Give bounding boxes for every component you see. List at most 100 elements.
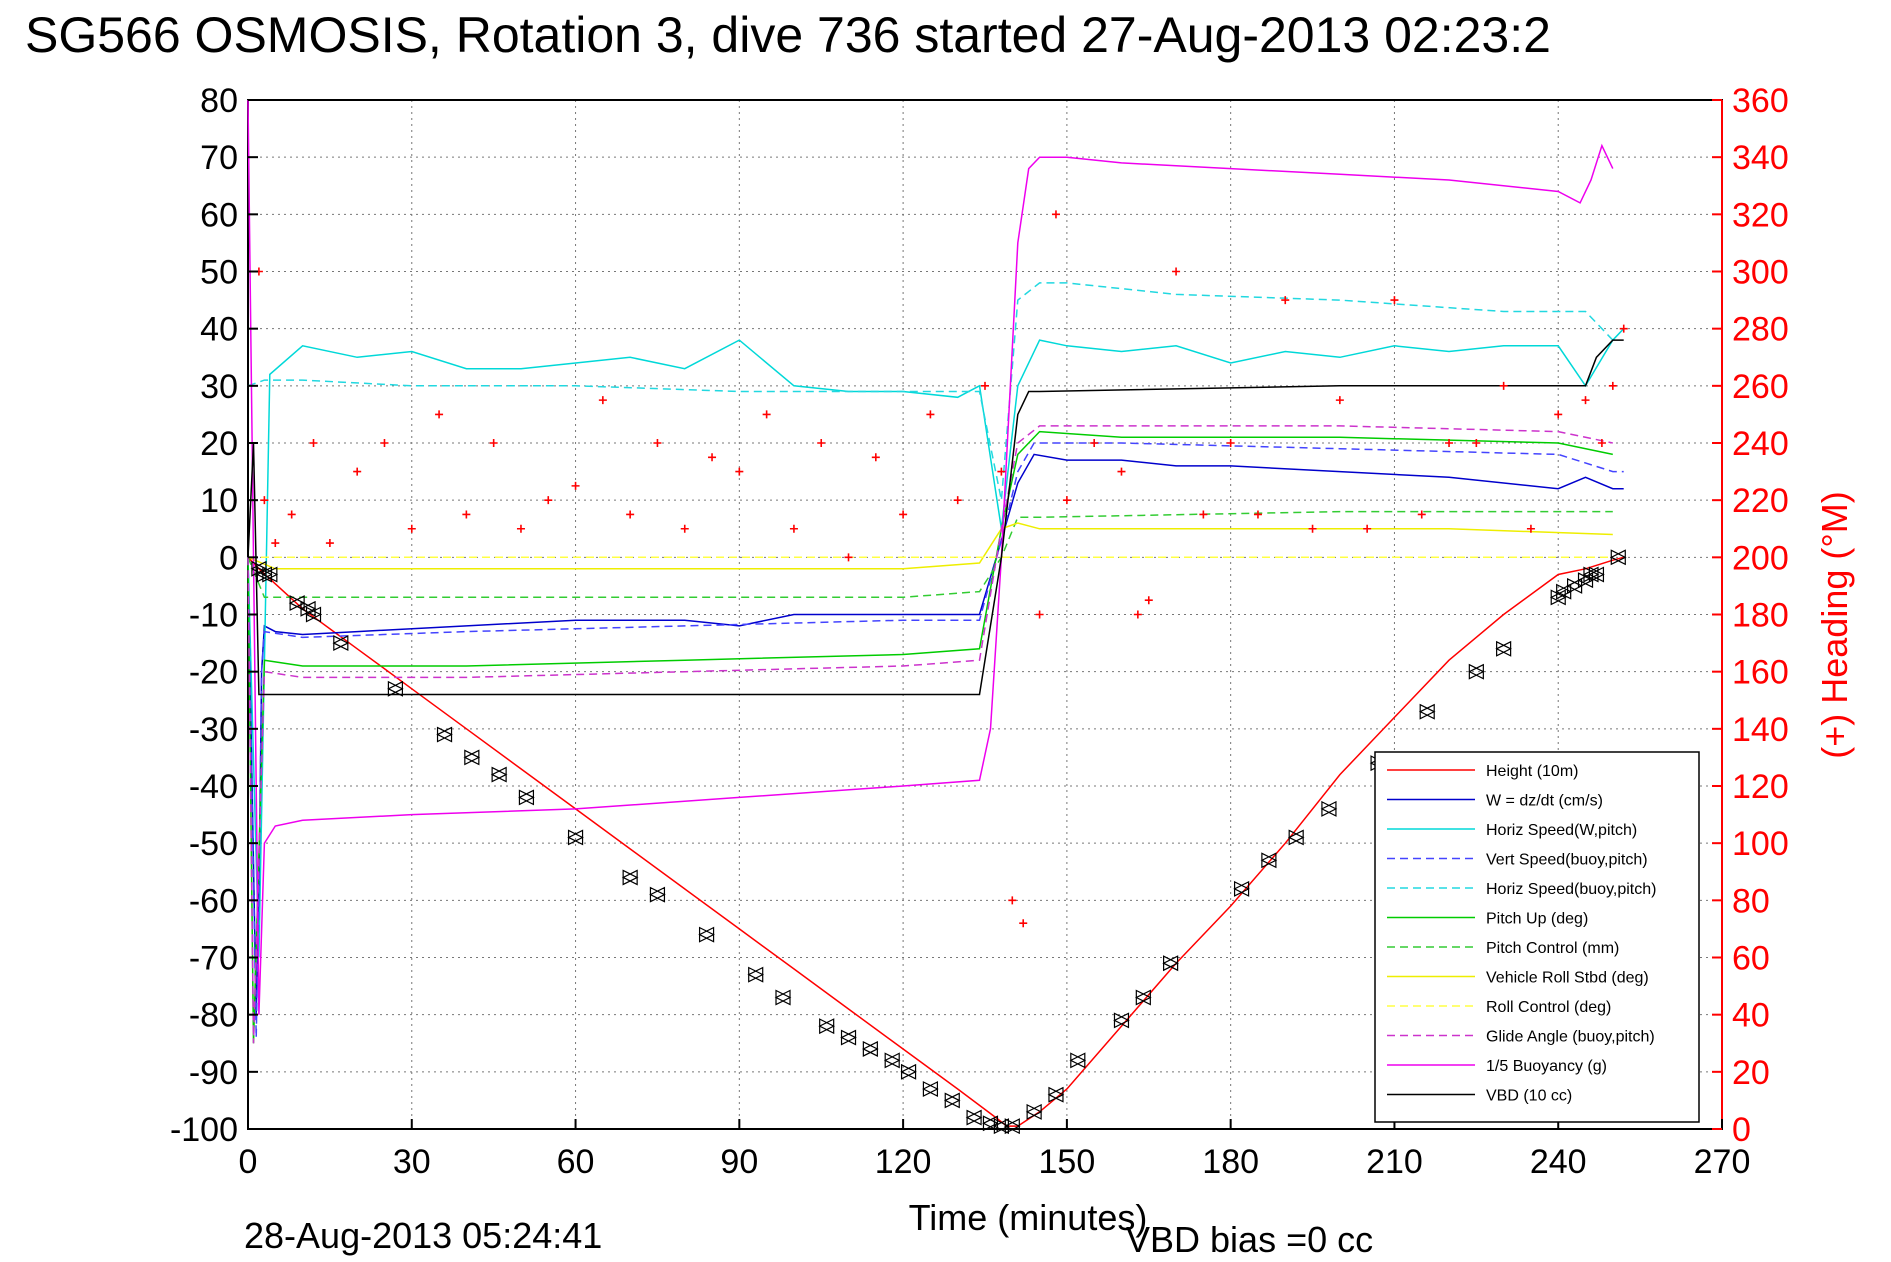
y-tick-label: -40 [189,768,238,806]
depth-marker [621,869,639,886]
y-tick-label: 40 [200,311,238,349]
series-horiz-speed-w-pitch [247,328,1625,958]
depth-marker [943,1092,961,1109]
depth-marker [1003,1118,1021,1135]
series-vehicle-roll-stbd-deg [247,522,1613,570]
depth-marker [490,766,508,783]
series-vert-speed-buoy-pitch [247,442,1624,1038]
depth-marker [1233,880,1250,897]
y-right-tick-label: 260 [1732,368,1789,406]
y-tick-label: 80 [200,82,238,120]
x-tick-label: 30 [393,1143,431,1181]
heading-point [1172,267,1181,276]
depth-marker [1069,1052,1087,1069]
heading-point [1253,510,1262,519]
legend-label: Vert Speed(buoy,pitch) [1486,852,1648,869]
heading-point [735,467,744,476]
series-group [247,99,1628,1135]
y-tick-label: 70 [200,139,238,177]
y-right-tick-label: 320 [1732,196,1789,234]
heading-point [1335,396,1344,405]
y-tick-label: -50 [189,825,238,863]
heading-point [1144,596,1153,605]
heading-point [1499,381,1508,390]
depth-marker [436,726,453,743]
x-tick-label: 120 [875,1143,932,1181]
heading-point [1619,324,1628,333]
heading-point [1199,510,1208,519]
legend-label: W = dz/dt (cm/s) [1486,793,1603,810]
heading-point [462,510,471,519]
series-vbd-10-cc [247,339,1624,696]
legend-label: Height (10m) [1486,763,1578,780]
y-tick-label: -100 [170,1111,238,1149]
y-right-tick-label: 140 [1732,711,1789,749]
depth-marker [567,829,584,846]
y-tick-label: 30 [200,368,238,406]
heading-point [353,467,362,476]
heading-point [271,539,280,548]
depth-marker [463,749,481,766]
depth-marker [649,886,666,903]
heading-point [1417,510,1426,519]
y-tick-label: -10 [189,597,238,635]
depth-marker [1287,829,1305,846]
y-right-tick-label: 80 [1732,882,1770,920]
depth-marker [982,1115,999,1132]
y-tick-label: 60 [200,196,238,234]
y-right-tick-label: 340 [1732,139,1789,177]
heading-point [1133,610,1142,619]
series-depth-markers [250,549,1627,1135]
heading-point [571,481,580,490]
heading-point [1019,919,1028,928]
depth-marker [965,1109,983,1126]
legend-label: Pitch Up (deg) [1486,911,1588,928]
heading-point [871,453,880,462]
heading-point [1062,496,1071,505]
legend-label: Horiz Speed(buoy,pitch) [1486,881,1656,898]
legend-label: Vehicle Roll Stbd (deg) [1486,970,1649,987]
depth-marker [1320,800,1338,817]
depth-marker [1588,566,1605,583]
series-horiz-speed-buoy-pitch [247,282,1614,501]
depth-marker [1162,955,1179,972]
y-tick-label: -80 [189,997,238,1035]
heading-point [598,396,607,405]
legend-label: Glide Angle (buoy,pitch) [1486,1029,1655,1046]
heading-point [997,467,1006,476]
heading-point [1117,467,1126,476]
y-tick-label: 50 [200,254,238,292]
heading-point [1090,439,1099,447]
heading-point [1308,524,1317,533]
depth-marker [922,1081,939,1097]
heading-point [1035,610,1044,619]
heading-point [1051,210,1060,219]
heading-point [926,410,935,419]
heading-point [544,496,553,505]
heading-point [1554,410,1563,419]
heading-point [844,553,853,562]
heading-point [287,510,296,519]
heading-point [1445,439,1454,447]
y-tick-label: -90 [189,1054,238,1092]
tick-labels: 0 30 60 90 120 150 180 210 240 270 80 70 60 50 40 30 20 1… [170,82,1789,1181]
heading-point [516,524,525,533]
heading-point [1281,296,1290,305]
x-tick-label: 240 [1530,1143,1587,1181]
series-glide-angle-buoy-pitch [247,425,1613,1044]
y-right-tick-label: 300 [1732,254,1789,292]
heading-point [981,381,989,390]
depth-marker [387,680,404,697]
depth-marker [883,1052,901,1069]
heading-point [260,496,269,505]
legend-label: 1/5 Buoyancy (g) [1486,1058,1607,1075]
heading-point [309,439,318,447]
y-right-tick-label: 40 [1732,997,1770,1035]
depth-marker [1467,663,1485,680]
right-axis-title: (+) Heading (°M) [1814,491,1855,758]
legend-label: Roll Control (deg) [1486,999,1611,1016]
depth-marker [256,566,273,583]
series-height-10m [247,556,1624,1127]
depth-marker [1025,1103,1043,1120]
heading-point [1226,439,1235,447]
